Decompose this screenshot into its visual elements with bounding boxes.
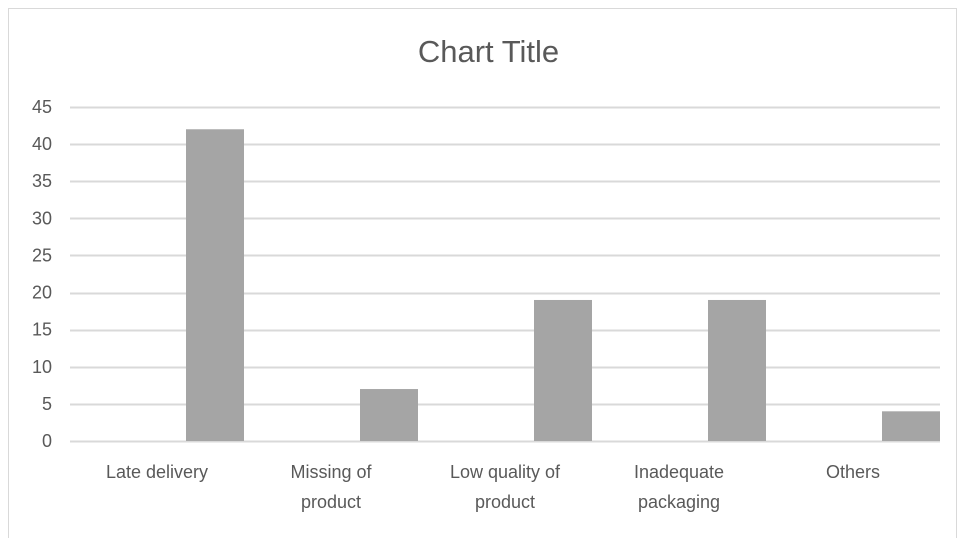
y-tick-label: 45 (32, 97, 52, 117)
y-tick-label: 30 (32, 208, 52, 228)
bar-1 (360, 389, 418, 441)
bar-2 (534, 299, 592, 441)
y-tick-label: 20 (32, 283, 52, 303)
y-tick-label: 35 (32, 171, 52, 191)
bar-0 (186, 129, 244, 441)
y-tick-label: 10 (32, 357, 52, 377)
y-tick-label: 25 (32, 245, 52, 265)
y-axis-tick-labels: 0 5 10 15 20 25 30 35 40 45 (32, 97, 52, 451)
y-tick-label: 0 (42, 431, 52, 451)
y-tick-label: 5 (42, 394, 52, 414)
x-category-label: Missing of product (290, 462, 372, 512)
y-tick-label: 40 (32, 134, 52, 154)
x-axis-category-labels: Late delivery Missing of product Low qualit… (106, 462, 880, 512)
y-tick-label: 15 (32, 320, 52, 340)
bar-3 (708, 299, 766, 441)
x-category-label: Others (826, 462, 880, 482)
chart-title: Chart Title (417, 34, 560, 69)
x-category-label: Late delivery (106, 462, 208, 482)
bar-4 (882, 411, 940, 441)
chart-frame (8, 8, 957, 538)
x-category-label: Inadequate packaging (634, 462, 724, 512)
bars (186, 129, 940, 441)
x-category-label: Low quality of product (450, 462, 561, 512)
